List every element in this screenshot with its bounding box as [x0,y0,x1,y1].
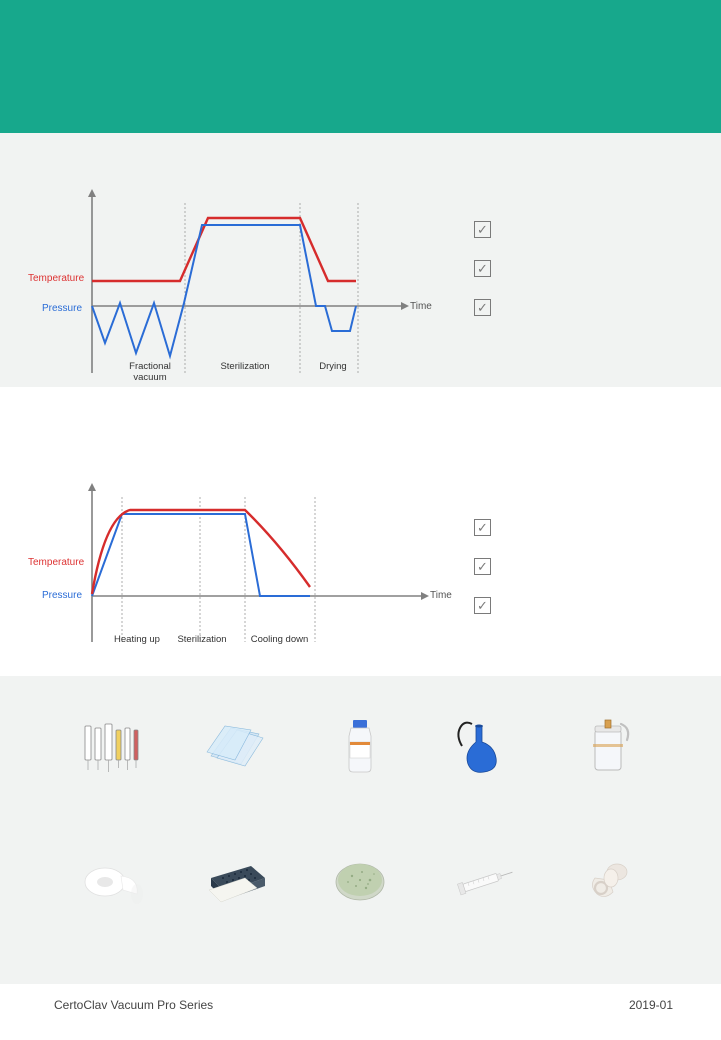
temperature-label: Temperature [28,557,84,568]
product-syringes [77,716,147,776]
footer-right: 2019-01 [629,998,673,1012]
product-flask [449,716,519,776]
check-icon: ✓ [474,221,491,238]
products-panel [0,676,721,984]
chart-vacuum-svg [50,173,490,383]
pressure-line [92,225,356,356]
product-tray [201,851,271,911]
temperature-label: Temperature [28,273,84,284]
product-single-syringe [449,851,519,911]
products-grid [75,716,645,911]
chart-cooling-svg [50,482,490,652]
check-icon: ✓ [474,260,491,277]
section-cooling-chart: Temperature Pressure Time Heating up Ste… [0,387,721,676]
check-icon: ✓ [474,597,491,614]
time-label: Time [410,301,432,312]
chart-cooling: Temperature Pressure Time Heating up Ste… [50,482,490,652]
product-jar [573,716,643,776]
footer-left: CertoClav Vacuum Pro Series [54,998,213,1012]
pressure-label: Pressure [42,590,82,601]
feature-checklist: ✓ ✓ ✓ [474,221,491,316]
product-petri [325,851,395,911]
phase-label: Cooling down [242,634,317,645]
feature-checklist: ✓ ✓ ✓ [474,519,491,614]
footer: CertoClav Vacuum Pro Series 2019-01 [0,984,721,1040]
check-icon: ✓ [474,558,491,575]
product-bottle [325,716,395,776]
check-icon: ✓ [474,299,491,316]
product-pacifier [573,851,643,911]
temperature-line [92,510,310,594]
pressure-label: Pressure [42,303,82,314]
check-icon: ✓ [474,519,491,536]
phase-label: Sterilization [172,634,232,645]
phase-label: Fractionalvacuum [115,361,185,384]
phase-label: Drying [308,361,358,372]
chart-vacuum: Temperature Pressure Time Fractionalvacu… [50,173,490,383]
time-label: Time [430,590,452,601]
header-band [0,0,721,133]
section-vacuum-chart: Temperature Pressure Time Fractionalvacu… [0,133,721,387]
product-pouches [201,716,271,776]
temperature-line [92,218,356,281]
phase-label: Sterilization [210,361,280,372]
phase-label: Heating up [102,634,172,645]
pressure-line [92,514,310,596]
product-bandage [77,851,147,911]
